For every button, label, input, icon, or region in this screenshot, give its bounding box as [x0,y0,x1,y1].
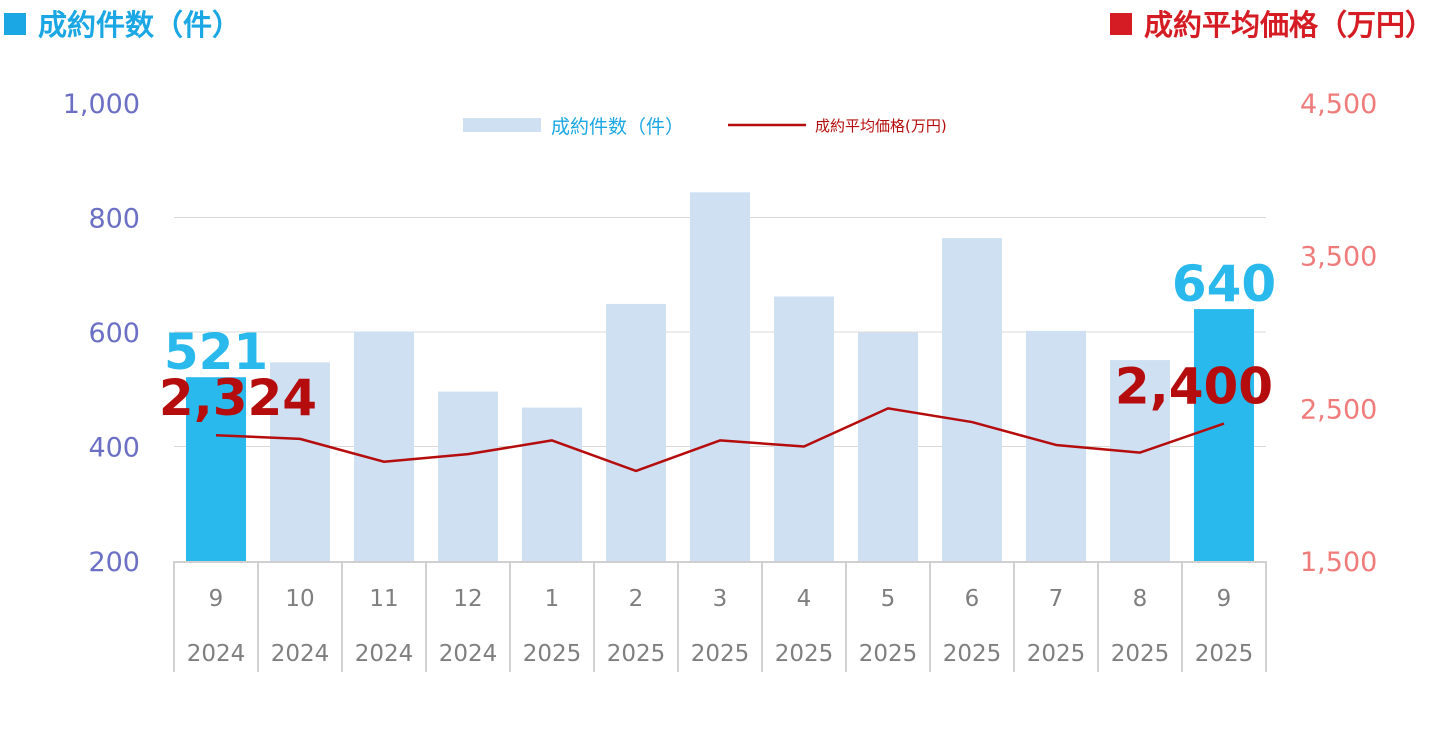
month-tick-label: 11 [369,586,398,612]
month-tick-label: 7 [1049,586,1064,612]
legend-bar-label: 成約件数（件） [551,116,684,138]
data-label: 2,324 [159,369,317,427]
count-bar [522,407,582,561]
right-axis-tick-label: 2,500 [1300,394,1377,425]
year-tick-label: 2025 [607,641,666,667]
left-axis-tick-label: 400 [88,433,140,464]
count-bar [858,332,918,561]
year-tick-label: 2025 [859,641,918,667]
count-axis-title: 成約件数（件） [4,2,241,44]
price-axis-title: 成約平均価格（万円） [1109,2,1434,44]
data-labels: 521 640 2,324 2,400 [159,255,1276,427]
month-tick-label: 1 [545,586,560,612]
count-bar [270,362,330,561]
price-line [215,407,1225,473]
right-axis-tick-label: 4,500 [1300,89,1377,120]
year-tick-label: 2025 [943,641,1002,667]
count-bar [606,303,666,561]
year-tick-label: 2024 [271,641,330,667]
month-tick-label: 9 [209,586,224,612]
month-tick-label: 3 [713,586,728,612]
data-label: 640 [1172,255,1276,313]
year-tick-label: 2025 [1195,641,1254,667]
count-square-icon [4,13,26,35]
count-bar [354,331,414,561]
month-tick-label: 6 [965,586,980,612]
year-tick-label: 2024 [439,641,498,667]
bars [186,192,1254,562]
count-axis-title-text: 成約件数（件） [38,8,242,42]
price-line-group [215,407,1225,473]
left-axis-tick-label: 200 [88,547,140,578]
data-label: 521 [164,323,268,381]
year-tick-label: 2024 [187,641,246,667]
year-tick-label: 2025 [1111,641,1170,667]
year-tick-label: 2024 [355,641,414,667]
count-bar [438,391,498,561]
year-tick-label: 2025 [1027,641,1086,667]
count-bar [1194,309,1254,561]
right-axis-tick-label: 1,500 [1300,547,1377,578]
month-tick-label: 12 [453,586,482,612]
data-label: 2,400 [1115,358,1273,416]
month-tick-label: 9 [1217,586,1232,612]
left-axis-tick-label: 800 [88,204,140,235]
month-tick-label: 5 [881,586,896,612]
month-tick-label: 8 [1133,586,1148,612]
count-bar [774,296,834,561]
legend-line-label: 成約平均価格(万円) [815,117,947,135]
count-bar [1110,360,1170,561]
year-tick-label: 2025 [523,641,582,667]
year-tick-label: 2025 [691,641,750,667]
count-bar [690,192,750,561]
month-tick-label: 2 [629,586,644,612]
right-axis-tick-label: 3,500 [1300,242,1377,273]
axes: 200 400 600 800 1,000 1,500 2,500 3,500 4,500 9 20… [63,89,1377,672]
left-axis-tick-label: 600 [88,318,140,349]
month-tick-label: 10 [285,586,314,612]
price-square-icon [1109,13,1132,35]
month-tick-label: 4 [797,586,812,612]
legend-bar-swatch [463,118,541,132]
left-axis-tick-label: 1,000 [63,89,140,120]
count-bar [942,238,1002,562]
year-tick-label: 2025 [775,641,834,667]
price-axis-title-text: 成約平均価格（万円） [1143,8,1434,42]
count-bar [186,377,246,561]
legend: 成約件数（件） 成約平均価格(万円) [463,116,947,138]
